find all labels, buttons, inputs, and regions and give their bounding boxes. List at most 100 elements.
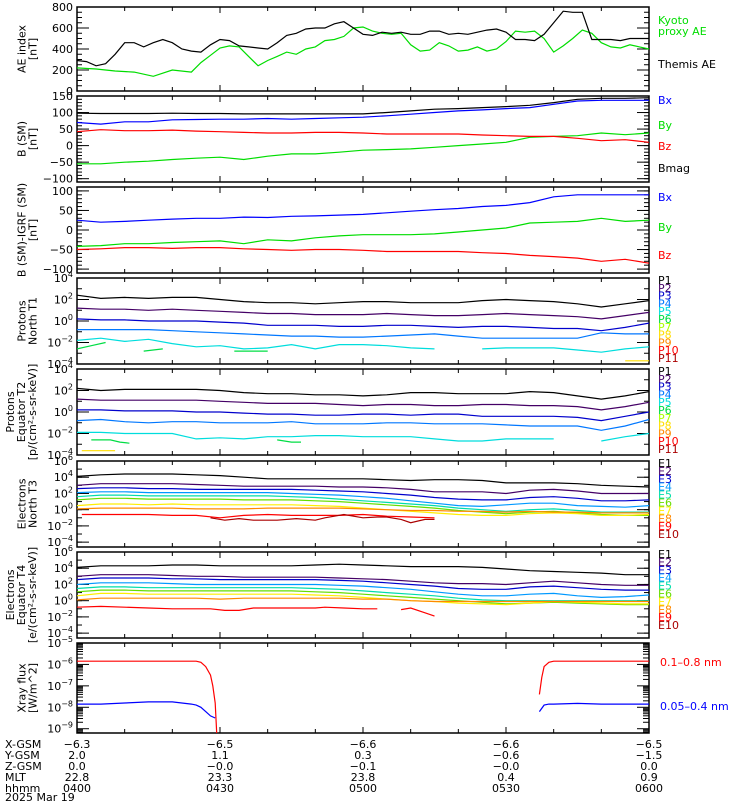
legend-bz: Bz — [658, 140, 672, 153]
series-line-e4 — [77, 582, 649, 599]
footer-value: 0500 — [349, 782, 377, 795]
y-tick-label: 104 — [54, 469, 73, 484]
y-tick-label: 104 — [54, 560, 73, 575]
legend-e9: E9 — [658, 520, 672, 533]
legend-e5: E5 — [658, 489, 672, 502]
legend-e7: E7 — [658, 504, 672, 517]
series-line-p2 — [77, 398, 649, 411]
series-line-p6 — [91, 439, 301, 444]
legend-e7: E7 — [658, 595, 672, 608]
y-tick-label: 10−6 — [47, 656, 73, 671]
legend-e3: E3 — [658, 473, 672, 486]
legend-p8: P8 — [658, 420, 672, 433]
series-line-bz — [77, 247, 649, 264]
footer-value: 0.0 — [68, 760, 86, 773]
series-line-e5 — [77, 586, 649, 602]
legend-e6: E6 — [658, 588, 672, 601]
footer-value: −1.5 — [636, 749, 663, 762]
series-line-e3 — [77, 487, 649, 502]
y-axis-label-line: [nT] — [27, 219, 40, 241]
y-tick-label: 600 — [52, 22, 73, 35]
footer-value: −0.0 — [493, 760, 520, 773]
y-axis-label-line: North T1 — [27, 297, 40, 345]
series-line-p4 — [77, 329, 649, 339]
y-axis-label-line: [W/m^2] — [27, 663, 40, 713]
legend-themis-ae: Themis AE — [657, 58, 716, 71]
footer-date: 2025 Mar 19 — [5, 791, 75, 804]
series-line-bx — [77, 194, 649, 223]
series-group — [77, 387, 649, 452]
y-tick-label: 10−2 — [47, 335, 73, 350]
series-line-e8 — [77, 597, 649, 603]
y-axis-label-line: AE index — [16, 24, 29, 73]
legend-p4: P4 — [658, 297, 672, 310]
series-line-0.1-0.8-nm — [77, 660, 649, 733]
footer-value: 0.0 — [640, 760, 658, 773]
series-line-p4 — [77, 418, 649, 431]
series-group — [77, 473, 649, 524]
y-tick-label: 150 — [52, 90, 73, 103]
y-tick-label: 106 — [54, 453, 73, 468]
y-tick-label: −50 — [50, 156, 73, 169]
panel-frame — [76, 368, 650, 456]
legend-e8: E8 — [658, 603, 672, 616]
series-line-e6 — [77, 497, 649, 516]
y-axis-label-line: Xray flux — [16, 663, 29, 713]
y-tick-label: 10−9 — [47, 721, 73, 736]
footer-columns: −6.32.00.022.80400−6.51.1−0.023.30430−6.… — [63, 738, 663, 795]
y-tick-label: 102 — [54, 292, 73, 307]
footer-row-label-hhmm: hhmm — [5, 782, 41, 795]
series-line-e2 — [77, 483, 649, 495]
footer-value: 0.3 — [354, 749, 372, 762]
y-tick-label: 10−4 — [47, 356, 73, 371]
series-line-p1 — [77, 294, 649, 308]
y-axis-label-line: Protons — [16, 300, 29, 341]
legend-by: By — [658, 119, 673, 132]
series-line-p3 — [77, 318, 649, 332]
series-line-bmag — [77, 97, 649, 115]
series-line-e8 — [77, 507, 649, 514]
legend-p9: P9 — [658, 336, 672, 349]
y-tick-label: 100 — [52, 107, 73, 120]
y-axis-label-line: Protons — [4, 391, 17, 432]
y-axis-label-line: Electrons — [4, 569, 17, 620]
footer-value: 0600 — [635, 782, 663, 795]
panel-xray: 10−9 10−8 10−7 10−6 10−5 Xray flux[W/m^2] 0.1–… — [16, 635, 729, 736]
y-tick-label: 102 — [54, 576, 73, 591]
footer-value: 1.1 — [211, 749, 229, 762]
legend-p11: P11 — [658, 352, 679, 365]
legend-e2: E2 — [658, 556, 672, 569]
y-axis-label-line: Equator T2 — [15, 382, 28, 442]
y-axis-label-line: North T3 — [27, 480, 40, 528]
footer-value: −6.6 — [350, 738, 377, 751]
y-axis-label-line: Equator T4 — [15, 565, 28, 625]
series-line-by — [77, 217, 649, 247]
series-line-p5 — [77, 337, 649, 353]
footer-value: 0430 — [206, 782, 234, 795]
y-axis-label-line: [nT] — [27, 38, 40, 60]
y-tick-label: 0 — [66, 140, 73, 153]
y-axis-label-line: [e/(cm²-s-sr-keV)] — [26, 547, 39, 643]
legend-p10: P10 — [658, 344, 679, 357]
footer-value: 0400 — [63, 782, 91, 795]
y-tick-label: 800 — [52, 1, 73, 14]
series-line-kyoto-proxy-ae — [77, 26, 649, 77]
series-line-e6 — [77, 589, 649, 606]
footer-value: 0.9 — [640, 771, 658, 784]
footer-value: 0.4 — [497, 771, 515, 784]
series-line-themis-ae — [77, 10, 649, 67]
legend-0-05-0-4-nm: 0.05–0.4 nm — [660, 700, 729, 713]
panel-frame — [76, 642, 650, 734]
legend-p5: P5 — [658, 305, 672, 318]
legend-bz: Bz — [658, 249, 672, 262]
y-axis-label: B (SM)-IGRF (SM)[nT] — [16, 183, 40, 277]
legend-bx: Bx — [658, 191, 673, 204]
series-group — [77, 97, 649, 165]
y-tick-label: 200 — [52, 64, 73, 77]
legend-e2: E2 — [658, 465, 672, 478]
